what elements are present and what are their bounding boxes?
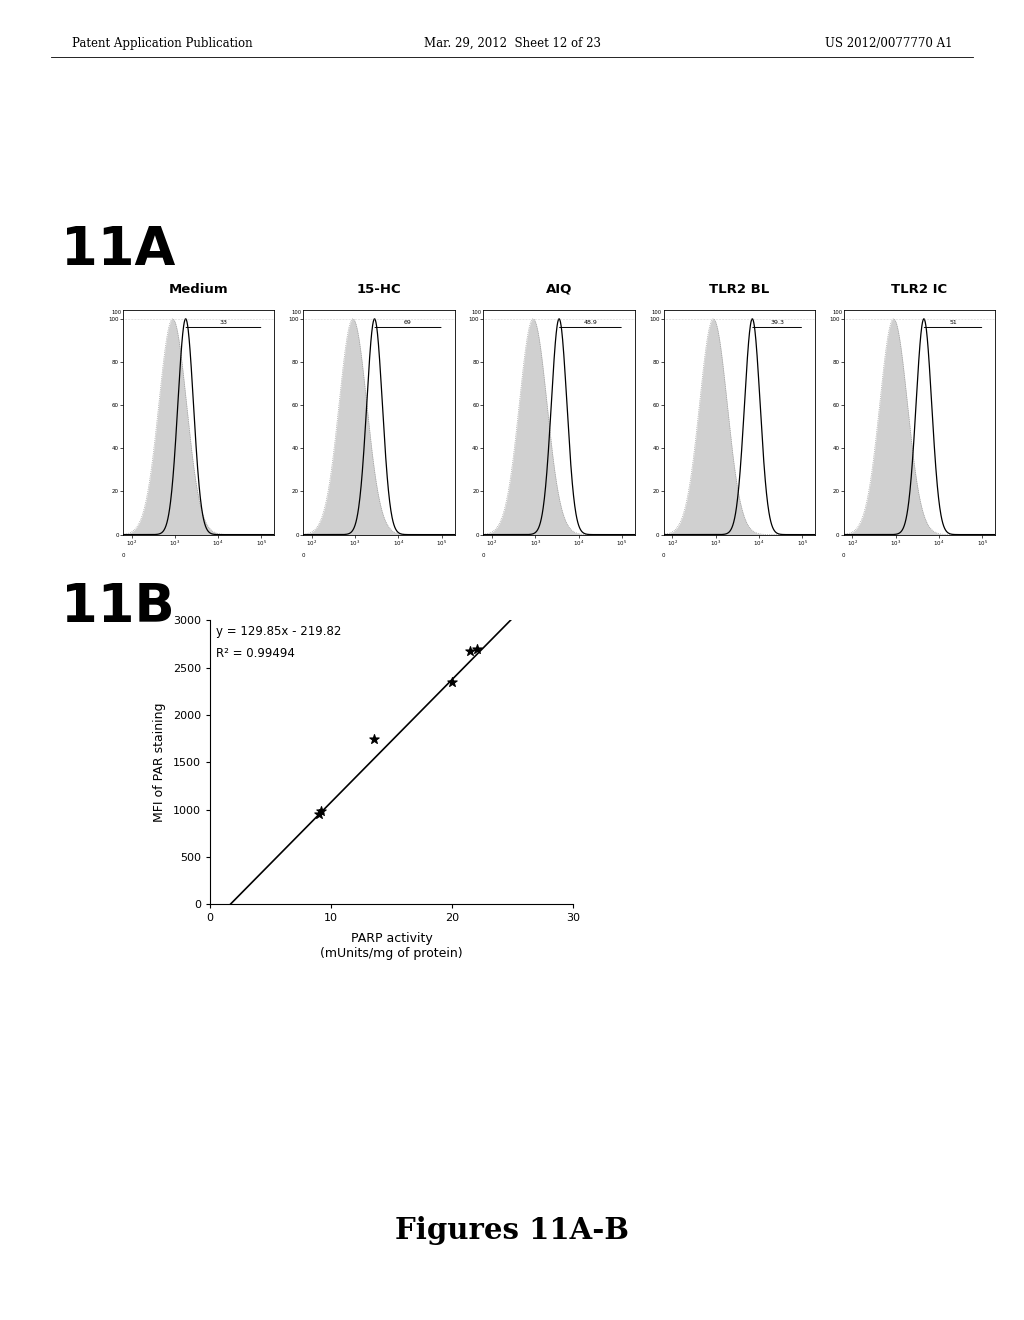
Text: 33: 33: [219, 321, 227, 325]
Text: AIQ: AIQ: [546, 282, 572, 296]
Text: 100: 100: [652, 310, 663, 315]
Text: US 2012/0077770 A1: US 2012/0077770 A1: [824, 37, 952, 50]
Text: 11A: 11A: [61, 224, 176, 276]
Point: [311, 804, 328, 825]
Text: R² = 0.99494: R² = 0.99494: [216, 647, 295, 660]
Text: TLR2 IC: TLR2 IC: [892, 282, 947, 296]
Text: Mar. 29, 2012  Sheet 12 of 23: Mar. 29, 2012 Sheet 12 of 23: [424, 37, 600, 50]
Point: [468, 638, 484, 659]
Point: [366, 729, 382, 750]
Text: 100: 100: [833, 310, 843, 315]
Text: 0: 0: [662, 553, 666, 558]
Text: Patent Application Publication: Patent Application Publication: [72, 37, 252, 50]
Text: 100: 100: [292, 310, 302, 315]
Text: 11B: 11B: [61, 581, 175, 632]
Text: 100: 100: [112, 310, 122, 315]
X-axis label: PARP activity
(mUnits/mg of protein): PARP activity (mUnits/mg of protein): [321, 932, 463, 960]
Text: 0: 0: [301, 553, 305, 558]
Point: [444, 672, 461, 693]
Text: 0: 0: [121, 553, 125, 558]
Text: 0: 0: [842, 553, 846, 558]
Text: y = 129.85x - 219.82: y = 129.85x - 219.82: [216, 626, 341, 638]
Point: [462, 640, 478, 661]
Text: 39.3: 39.3: [770, 321, 784, 325]
Text: Medium: Medium: [169, 282, 228, 296]
Point: [313, 801, 330, 822]
Text: TLR2 BL: TLR2 BL: [710, 282, 769, 296]
Text: 100: 100: [472, 310, 482, 315]
Text: 15-HC: 15-HC: [356, 282, 401, 296]
Text: 0: 0: [481, 553, 485, 558]
Text: 51: 51: [949, 321, 956, 325]
Y-axis label: MFI of PAR staining: MFI of PAR staining: [153, 702, 166, 822]
Text: Figures 11A-B: Figures 11A-B: [395, 1216, 629, 1245]
Text: 48.9: 48.9: [584, 321, 597, 325]
Text: 69: 69: [404, 321, 412, 325]
